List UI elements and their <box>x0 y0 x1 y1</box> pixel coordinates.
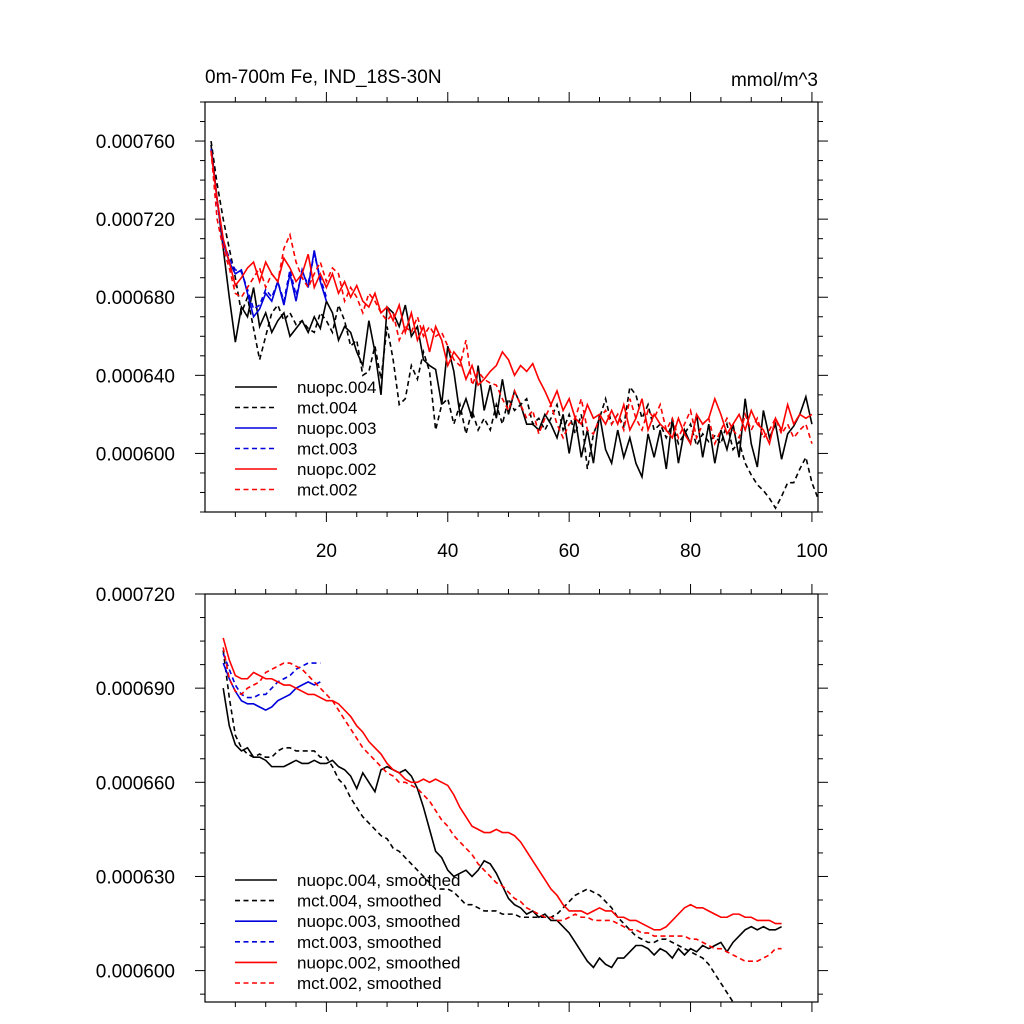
bottom-plot-frame <box>204 593 819 1003</box>
bottom-legend-label-2: nuopc.003, smoothed <box>297 912 461 931</box>
top-x-tick-label: 20 <box>316 541 337 562</box>
top-x-tick-label: 100 <box>796 541 828 562</box>
top-legend-label-5: mct.002 <box>297 481 357 500</box>
bottom-legend-label-0: nuopc.004, smoothed <box>297 871 461 890</box>
bottom-panel: 0.000600 0.000630 0.000660 0.000690 0.000720… <box>96 584 828 1012</box>
top-plot-frame <box>204 101 819 513</box>
top-legend-label-3: mct.003 <box>297 440 357 459</box>
bottom-legend-label-3: mct.003, smoothed <box>297 933 442 952</box>
bottom-series-line-4 <box>222 637 782 931</box>
bottom-y-tick-label: 0.000630 <box>96 867 175 888</box>
top-y-tick-label: 0.000640 <box>96 366 175 387</box>
bottom-y-tick-label: 0.000720 <box>96 585 175 606</box>
top-x-tick-label: 40 <box>437 541 458 562</box>
bottom-series-line-2 <box>222 662 321 712</box>
top-legend-label-4: nuopc.002 <box>297 460 376 479</box>
bottom-legend-label-5: mct.002, smoothed <box>297 974 442 993</box>
top-series-line-1 <box>210 140 818 510</box>
top-series-line-4 <box>210 150 813 447</box>
top-y-tick-label: 0.000600 <box>96 444 175 465</box>
top-y-tick-label: 0.000760 <box>96 132 175 153</box>
bottom-y-tick-label: 0.000690 <box>96 679 175 700</box>
bottom-series-line-5 <box>222 647 782 963</box>
top-series-line-3 <box>210 150 328 311</box>
top-panel: 0m-700m Fe, IND_18S-30N mmol/m^3 20 40 60 8… <box>96 67 828 562</box>
bottom-series-line-3 <box>222 653 321 699</box>
top-x-tick-label: 80 <box>680 541 701 562</box>
top-legend-label-0: nuopc.004 <box>297 378 376 397</box>
bottom-y-tick-label: 0.000600 <box>96 962 175 983</box>
top-legend-label-1: mct.004 <box>297 399 357 418</box>
bottom-y-tick-label: 0.000660 <box>96 773 175 794</box>
top-y-tick-label: 0.000680 <box>96 288 175 309</box>
top-panel-title: 0m-700m Fe, IND_18S-30N <box>205 67 442 88</box>
top-series-line-0 <box>210 144 813 480</box>
top-panel-units: mmol/m^3 <box>731 70 818 91</box>
top-legend-label-2: nuopc.003 <box>297 419 376 438</box>
top-y-tick-label: 0.000720 <box>96 210 175 231</box>
top-series-line-5 <box>210 150 813 447</box>
bottom-legend-label-4: nuopc.002, smoothed <box>297 953 461 972</box>
bottom-legend-label-1: mct.004, smoothed <box>297 892 442 911</box>
top-x-tick-label: 60 <box>559 541 580 562</box>
bottom-series-line-1 <box>222 650 735 1002</box>
